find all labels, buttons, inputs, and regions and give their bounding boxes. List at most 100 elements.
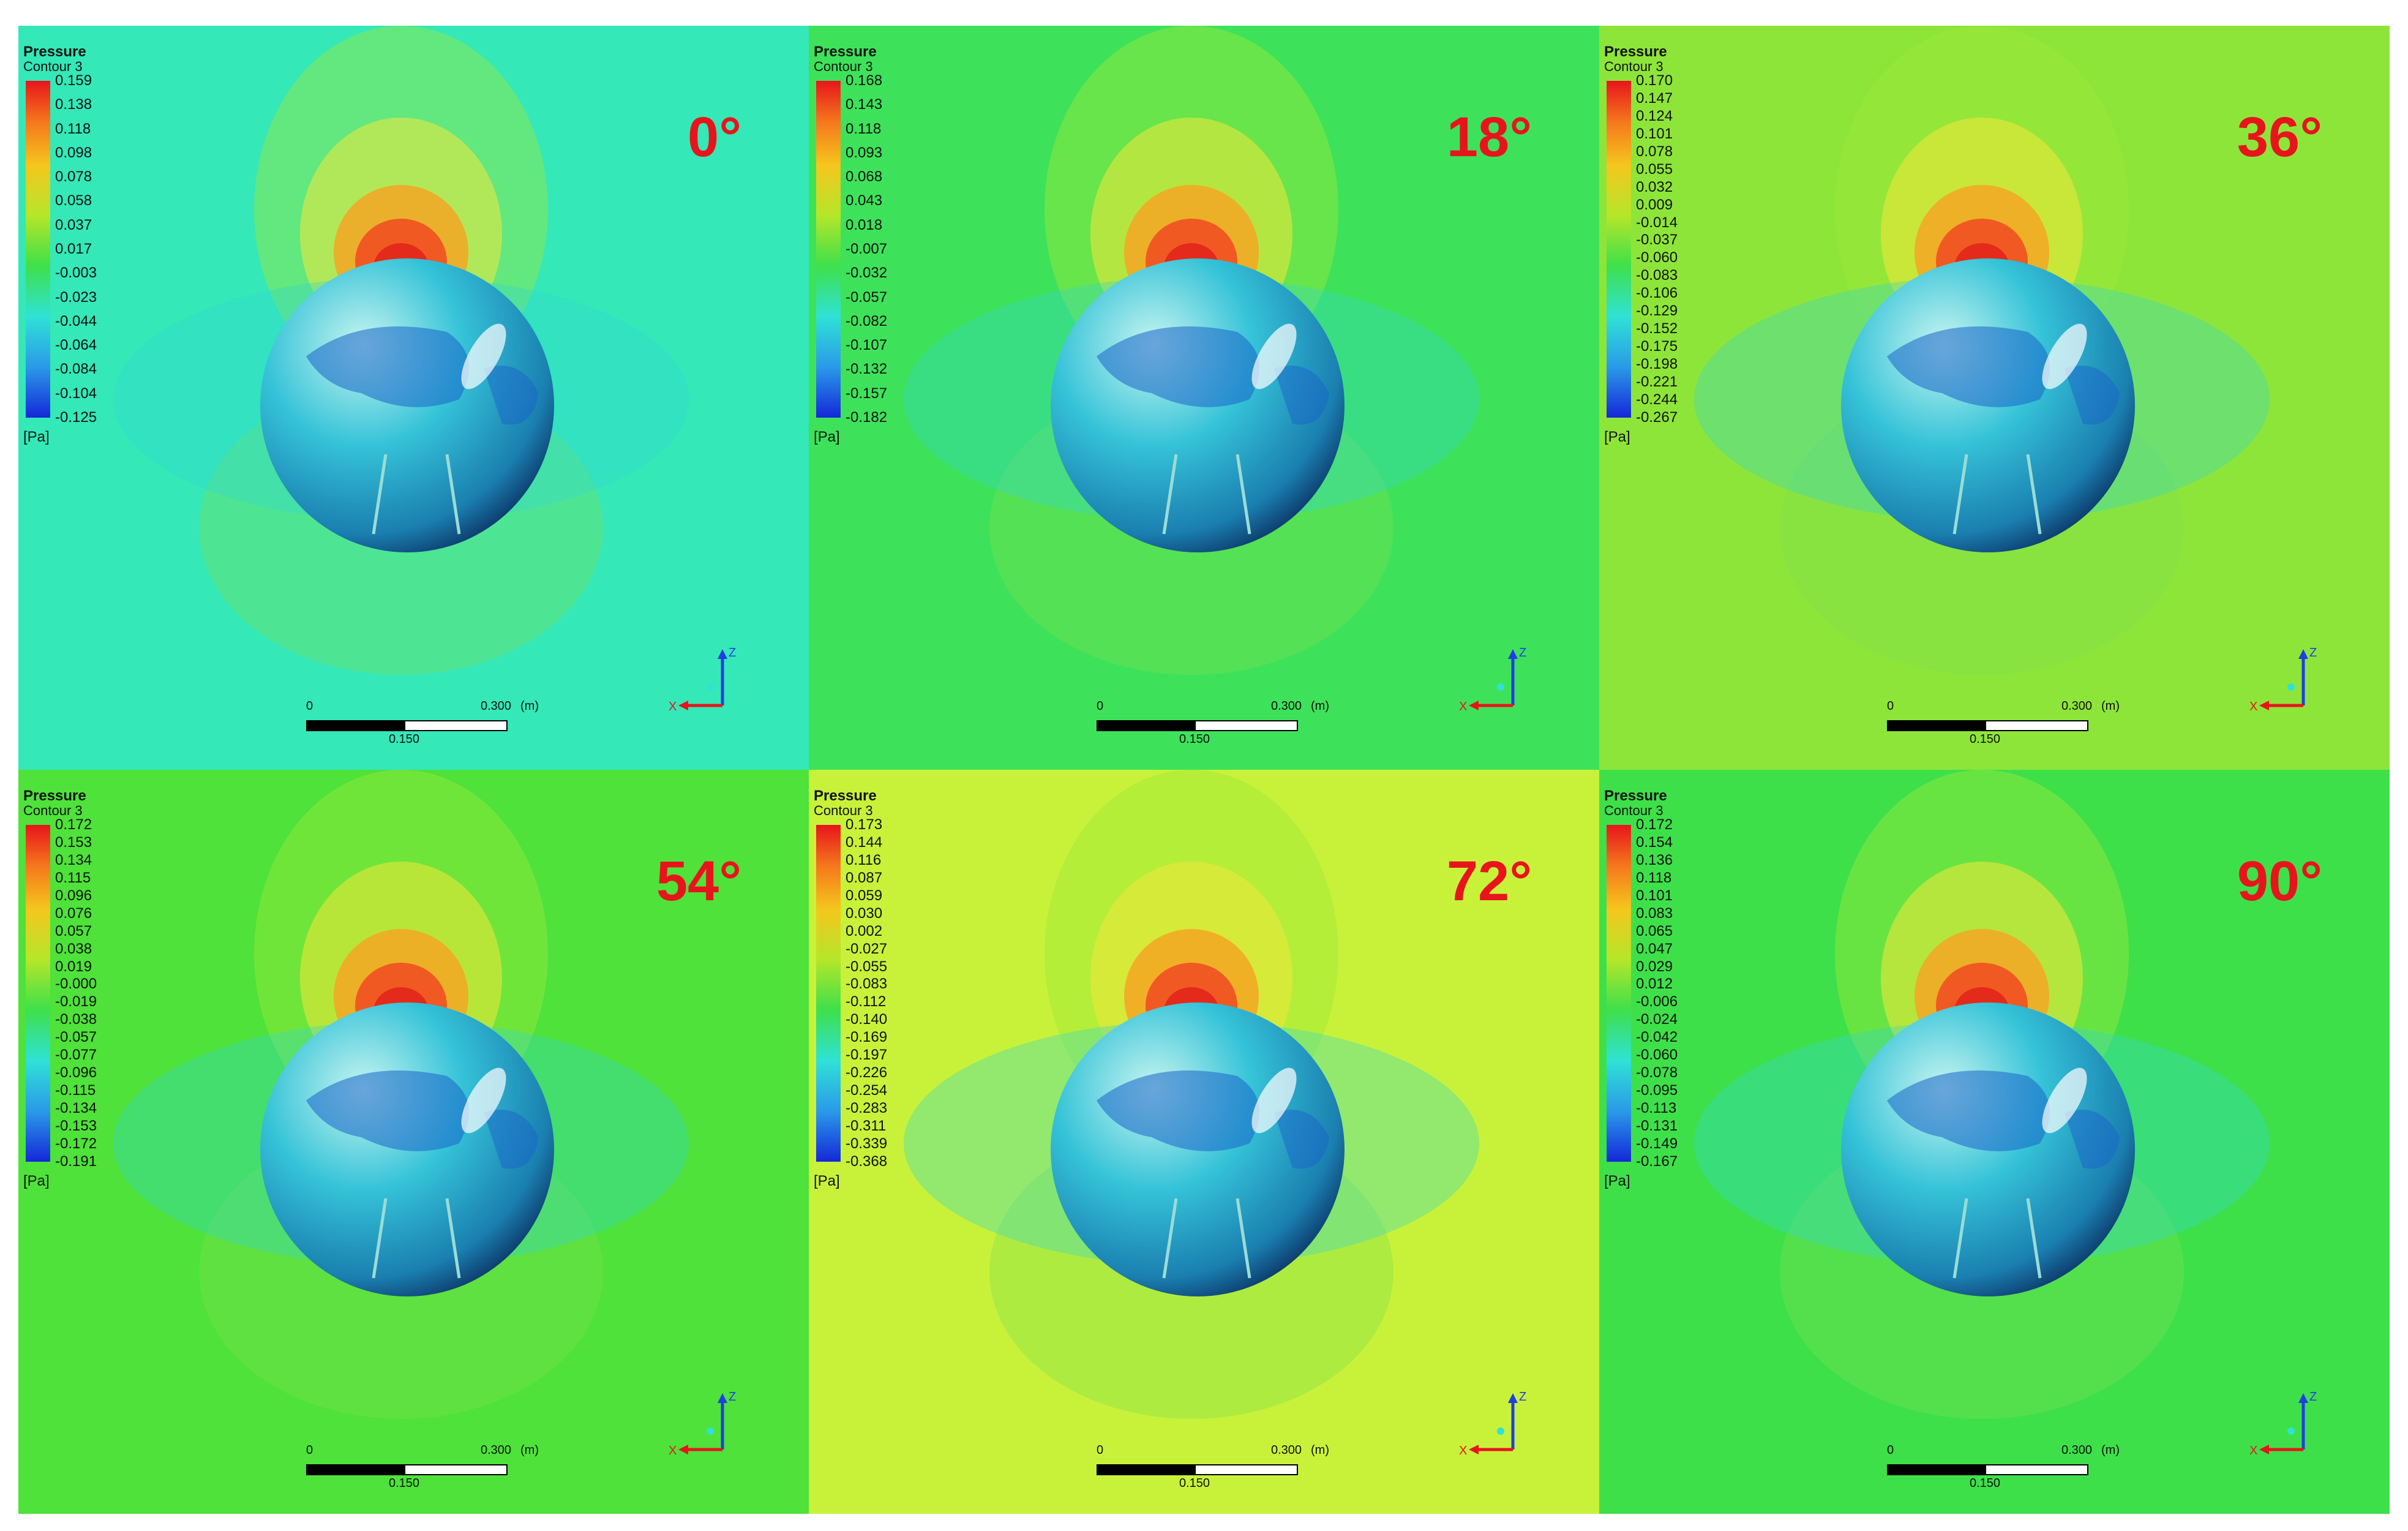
colorbar-tick: -0.182 <box>846 408 888 426</box>
axis-x-label: X <box>669 700 677 713</box>
scale-unit-label: (m) <box>520 699 539 713</box>
pressure-contour-image <box>18 26 809 770</box>
color-legend: Pressure Contour 3 <box>814 788 936 1190</box>
legend-title: Pressure <box>814 788 877 804</box>
colorbar-tick: -0.157 <box>846 385 888 402</box>
colorbar-tick: -0.134 <box>55 1100 97 1116</box>
colorbar-ticks: 0.172 0.154 0.136 0.118 0.101 0.083 0.065 0.047… <box>1636 817 1678 1170</box>
colorbar-tick: 0.032 <box>1636 178 1673 195</box>
colorbar-tick: 0.101 <box>1636 887 1673 904</box>
colorbar-tick: 0.068 <box>846 168 883 186</box>
axis-z-label: Z <box>729 1390 736 1404</box>
axis-z-label: Z <box>2309 1390 2317 1404</box>
colorbar-tick: 0.115 <box>55 869 91 886</box>
scale-left-label: 0 <box>1887 699 1894 713</box>
scale-bar-black <box>1097 1464 1197 1475</box>
colorbar-tick: -0.077 <box>55 1047 97 1064</box>
colorbar-tick: 0.047 <box>1636 940 1673 957</box>
colorbar-ticks: 0.159 0.138 0.118 0.098 0.078 0.058 0.037 0.017… <box>55 73 97 426</box>
angle-label: 18° <box>1446 106 1532 168</box>
colorbar-tick: -0.175 <box>1636 338 1678 355</box>
colorbar-tick: -0.006 <box>1636 993 1678 1010</box>
colorbar-tick: -0.112 <box>846 993 887 1010</box>
axis-z-label: Z <box>1519 1390 1526 1404</box>
colorbar-tick: 0.017 <box>55 240 92 257</box>
colorbar-tick: -0.078 <box>1636 1064 1678 1081</box>
colorbar: 0.168 0.143 0.118 0.093 0.068 0.043 0.018 -0.00… <box>814 73 936 425</box>
scale-bar-black <box>1887 1464 1987 1475</box>
colorbar-tick: -0.106 <box>1636 285 1678 302</box>
colorbar-tick: 0.030 <box>846 905 883 922</box>
pressure-contour-image <box>809 26 1599 770</box>
colorbar-tick: -0.037 <box>1636 231 1678 249</box>
axis-x-label: X <box>2249 700 2257 713</box>
colorbar-tick: -0.000 <box>55 976 97 993</box>
scale-left-label: 0 <box>1887 1443 1894 1457</box>
scale-bar: 0 0.300 (m) 0.150 <box>306 699 563 748</box>
colorbar-tick: 0.124 <box>1636 107 1673 124</box>
colorbar-tick: 0.153 <box>55 833 92 851</box>
scale-bar-white <box>404 1464 508 1475</box>
colorbar-tick: 0.037 <box>55 216 92 233</box>
colorbar-tick: 0.038 <box>55 940 92 957</box>
colorbar-gradient <box>1607 825 1631 1162</box>
colorbar-tick: -0.267 <box>1636 408 1678 426</box>
colorbar-tick: -0.167 <box>1636 1153 1678 1170</box>
colorbar-tick: 0.168 <box>846 72 883 89</box>
colorbar-gradient <box>26 81 50 418</box>
scale-bar-white <box>1985 1464 2088 1475</box>
colorbar-tick: -0.007 <box>846 240 888 257</box>
colorbar-tick: -0.226 <box>846 1064 888 1081</box>
unit-label: [Pa] <box>23 429 50 445</box>
colorbar-tick: -0.083 <box>1636 267 1678 284</box>
axis-triad: Z X <box>2249 646 2317 713</box>
scale-right-label: 0.300 <box>2061 1443 2093 1457</box>
colorbar-tick: -0.152 <box>1636 320 1678 337</box>
scale-unit-label: (m) <box>520 1443 539 1457</box>
colorbar-tick: 0.143 <box>846 96 883 113</box>
unit-label: [Pa] <box>814 1173 840 1189</box>
colorbar-tick: -0.060 <box>1636 249 1678 266</box>
scale-bar-black <box>1887 720 1987 731</box>
colorbar-tick: 0.012 <box>1636 976 1673 993</box>
axis-triad: Z X <box>2249 1390 2317 1458</box>
colorbar-tick: -0.057 <box>55 1029 97 1046</box>
colorbar-tick: -0.129 <box>1636 303 1678 320</box>
unit-label: [Pa] <box>23 1173 50 1189</box>
colorbar: 0.172 0.154 0.136 0.118 0.101 0.083 0.065 0.047… <box>1604 817 1727 1169</box>
colorbar-tick: 0.144 <box>846 833 883 851</box>
scale-left-label: 0 <box>306 699 313 713</box>
axis-triad: Z X <box>1459 646 1526 713</box>
colorbar-tick: -0.038 <box>55 1011 97 1028</box>
colorbar-tick: -0.115 <box>55 1082 96 1099</box>
colorbar-tick: -0.032 <box>846 265 888 282</box>
colorbar-tick: -0.131 <box>1636 1117 1678 1134</box>
axis-triad: Z X <box>669 646 736 713</box>
colorbar-tick: 0.154 <box>1636 833 1673 851</box>
colorbar-tick: -0.149 <box>1636 1135 1678 1152</box>
legend-title: Pressure <box>1604 788 1667 804</box>
colorbar-tick: 0.098 <box>55 144 92 161</box>
colorbar-tick: 0.083 <box>1636 905 1673 922</box>
pressure-contour-image <box>18 770 809 1514</box>
scale-mid-label: 0.150 <box>1970 732 2001 746</box>
colorbar-tick: -0.197 <box>846 1047 888 1064</box>
scale-mid-label: 0.150 <box>1179 732 1210 746</box>
contour-panel-4: Pressure Contour 3 <box>809 770 1599 1514</box>
contour-panel-1: Pressure Contour 3 <box>809 26 1599 770</box>
colorbar-tick: 0.078 <box>55 168 92 186</box>
scale-bar-black <box>306 1464 407 1475</box>
angle-label: 54° <box>656 850 741 912</box>
colorbar-tick: 0.019 <box>55 958 92 975</box>
colorbar: 0.170 0.147 0.124 0.101 0.078 0.055 0.032 0.009… <box>1604 73 1727 425</box>
colorbar-tick: 0.172 <box>55 816 92 833</box>
contour-panel-3: Pressure Contour 3 <box>18 770 809 1514</box>
colorbar-tick: -0.019 <box>55 993 97 1010</box>
legend-subtitle: Contour 3 <box>23 59 83 74</box>
contour-panel-5: Pressure Contour 3 <box>1599 770 2390 1514</box>
scale-unit-label: (m) <box>2101 699 2120 713</box>
colorbar-tick: -0.254 <box>846 1082 888 1099</box>
colorbar-tick: -0.060 <box>1636 1047 1678 1064</box>
colorbar-tick: -0.244 <box>1636 391 1678 408</box>
colorbar-tick: -0.095 <box>1636 1082 1678 1099</box>
